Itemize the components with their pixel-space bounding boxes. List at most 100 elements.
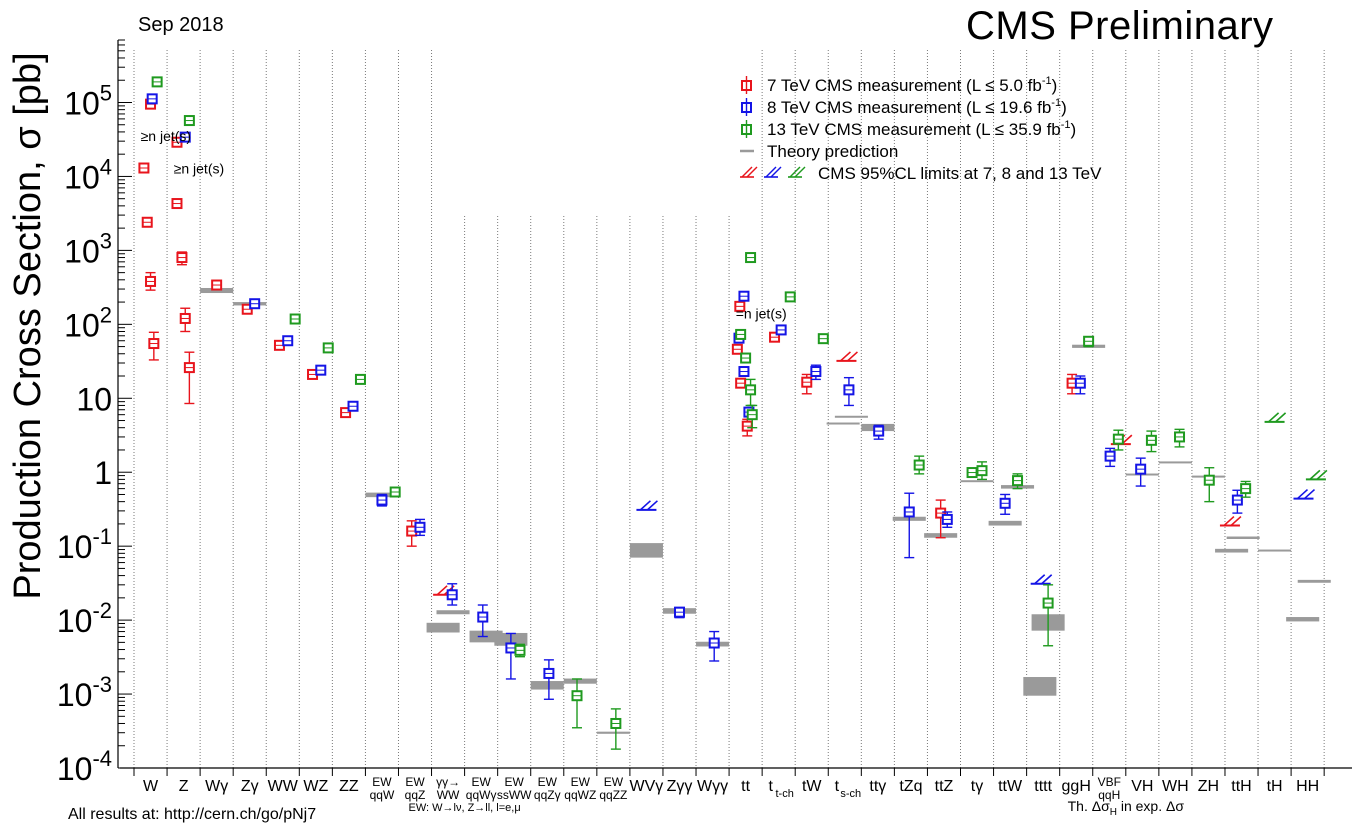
y-tick-label: 1 [94,455,112,491]
legend: 7 TeV CMS measurement (L ≤ 5.0 fb-1)8 Te… [740,75,1102,183]
legend-entry: Theory prediction [767,142,898,161]
limit-hatch [1041,574,1053,585]
theory-band [530,681,564,690]
legend-entry: 13 TeV CMS measurement (L ≤ 35.9 fb-1) [767,119,1076,139]
x-category-subscript: s-ch [840,788,861,800]
x-category-label: WH [1162,778,1189,795]
annotation-text: ≥n jet(s) [141,128,191,144]
x-category-label: tttt [1034,778,1052,795]
x-category-sublabel: qqZ [405,788,426,802]
x-category-label: EW [405,775,425,789]
theory-band [1286,617,1320,622]
x-category-label: t [835,778,840,795]
x-category-label: HH [1296,778,1319,795]
limit-hatch [839,351,851,362]
x-category-label: ttH [1231,778,1251,795]
x-category-label: ttγ [869,778,886,795]
category-grid [133,50,1325,768]
footer-link-text: All results at: http://cern.ch/go/pNj7 [68,806,317,823]
theory-band [834,415,868,418]
legend-entry: 7 TeV CMS measurement (L ≤ 5.0 fb-1) [767,75,1057,95]
theory-band [1297,579,1331,583]
x-category-label: EW [604,775,624,789]
limit-hatch [1034,574,1046,585]
x-category-label: t [768,778,773,795]
x-category-label: Z [179,778,189,795]
limit-hatch [1275,412,1287,423]
x-category-label: Wγ [205,778,228,795]
x-category-label: ttW [998,778,1023,795]
y-tick-label: 103 [64,228,112,269]
x-category-label: tt [741,778,750,795]
date-label: Sep 2018 [138,14,224,36]
theory-band [1158,461,1192,464]
annotation-text: =n jet(s) [736,305,787,321]
theory-band [988,520,1022,526]
x-category-label: WVγ [630,778,664,795]
legend-swatch [765,166,777,178]
y-tick-label: 10-3 [57,672,112,713]
limit-markers [433,351,1328,596]
x-category-label: tγ [971,778,983,795]
x-category-label: tH [1267,778,1283,795]
x-category-label: tZq [899,778,922,795]
y-tick-label: 10-4 [57,746,112,787]
annotation-text: EW: W→lν, Z→ll, l=e,μ [409,802,521,814]
axes [117,39,1352,776]
annotation-text: Th. ΔσH in exp. Δσ [1068,798,1185,818]
y-tick-label: 104 [64,154,112,195]
theory-bands [200,287,1331,734]
x-category-subscript: t-ch [775,788,793,800]
x-category-label: ZZ [339,778,359,795]
x-category-label: EW [372,775,392,789]
theory-band [1023,677,1057,696]
annotations: ≥n jet(s) ≥n jet(s) =n jet(s) EW: W→lν, Z→l… [141,128,1185,818]
limit-hatch [1223,515,1235,527]
y-tick-label: 10-2 [57,598,112,639]
y-tick-label: 10-1 [57,524,112,565]
x-category-sublabel: ssWW [497,788,532,802]
theory-band [1215,548,1249,553]
x-category-label: WZ [303,778,328,795]
y-tick-label: 105 [64,80,112,121]
theory-band [436,610,470,615]
x-category-label: VH [1131,778,1153,795]
legend-swatch [770,166,782,178]
limit-hatch [1230,515,1242,527]
limit-hatch [1303,488,1316,500]
theory-band [426,622,460,633]
legend-swatch [746,166,758,178]
limit-hatch [646,500,658,511]
x-category-sublabel: qqH [1098,788,1120,802]
x-category-label: Wγγ [697,778,728,795]
x-category-label: EW [538,775,558,789]
x-category-sublabel: qqZZ [599,788,627,802]
measurement-points [138,76,1252,750]
theory-band [960,480,994,483]
x-category-label: VBF [1098,775,1121,789]
x-category-sublabel: qqWγ [466,788,497,802]
legend-swatch [794,166,806,178]
x-category-label: ggH [1062,778,1091,795]
limit-hatch [846,351,858,362]
x-category-label: Zγγ [667,778,693,795]
theory-band [1258,549,1292,552]
x-category-sublabel: qqWZ [564,788,596,802]
legend-swatch [789,166,801,178]
limit-hatch [1316,469,1328,480]
x-category-label: ZH [1198,778,1219,795]
chart-title: CMS Preliminary [966,4,1274,48]
x-category-sublabel: qqW [370,788,395,802]
x-category-label: ttZ [935,778,954,795]
y-tick-label: 102 [64,302,112,343]
theory-band [629,543,663,558]
limit-hatch [1296,488,1309,500]
legend-entry: 8 TeV CMS measurement (L ≤ 19.6 fb-1) [767,97,1067,117]
legend-entry: CMS 95%CL limits at 7, 8 and 13 TeV [818,164,1102,183]
limit-hatch [1268,412,1280,423]
x-category-label: γγ→ [436,775,460,789]
theory-band [1226,536,1260,539]
theory-band [563,678,597,684]
y-axis-title: Production Cross Section, σ [pb] [7,52,49,599]
